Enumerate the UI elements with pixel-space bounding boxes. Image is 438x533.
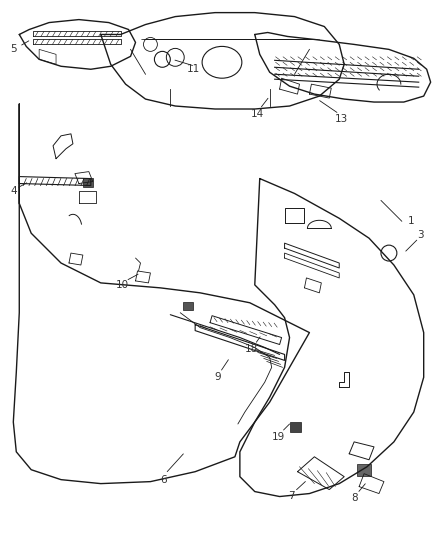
Text: 4: 4 [10, 187, 17, 197]
Text: 5: 5 [10, 44, 17, 54]
Bar [183, 302, 193, 310]
Text: 10: 10 [116, 280, 129, 290]
Text: 19: 19 [272, 432, 285, 442]
Text: 3: 3 [417, 230, 424, 240]
Text: 6: 6 [160, 475, 167, 484]
Text: 7: 7 [288, 490, 295, 500]
Text: 9: 9 [215, 372, 221, 382]
Text: 8: 8 [351, 492, 357, 503]
Text: 13: 13 [335, 114, 348, 124]
Text: 1: 1 [407, 216, 414, 227]
Text: 14: 14 [251, 109, 265, 119]
Bar [83, 177, 93, 187]
Bar [290, 422, 301, 432]
Text: 18: 18 [245, 344, 258, 354]
Bar [357, 464, 371, 475]
Text: 11: 11 [187, 64, 200, 74]
